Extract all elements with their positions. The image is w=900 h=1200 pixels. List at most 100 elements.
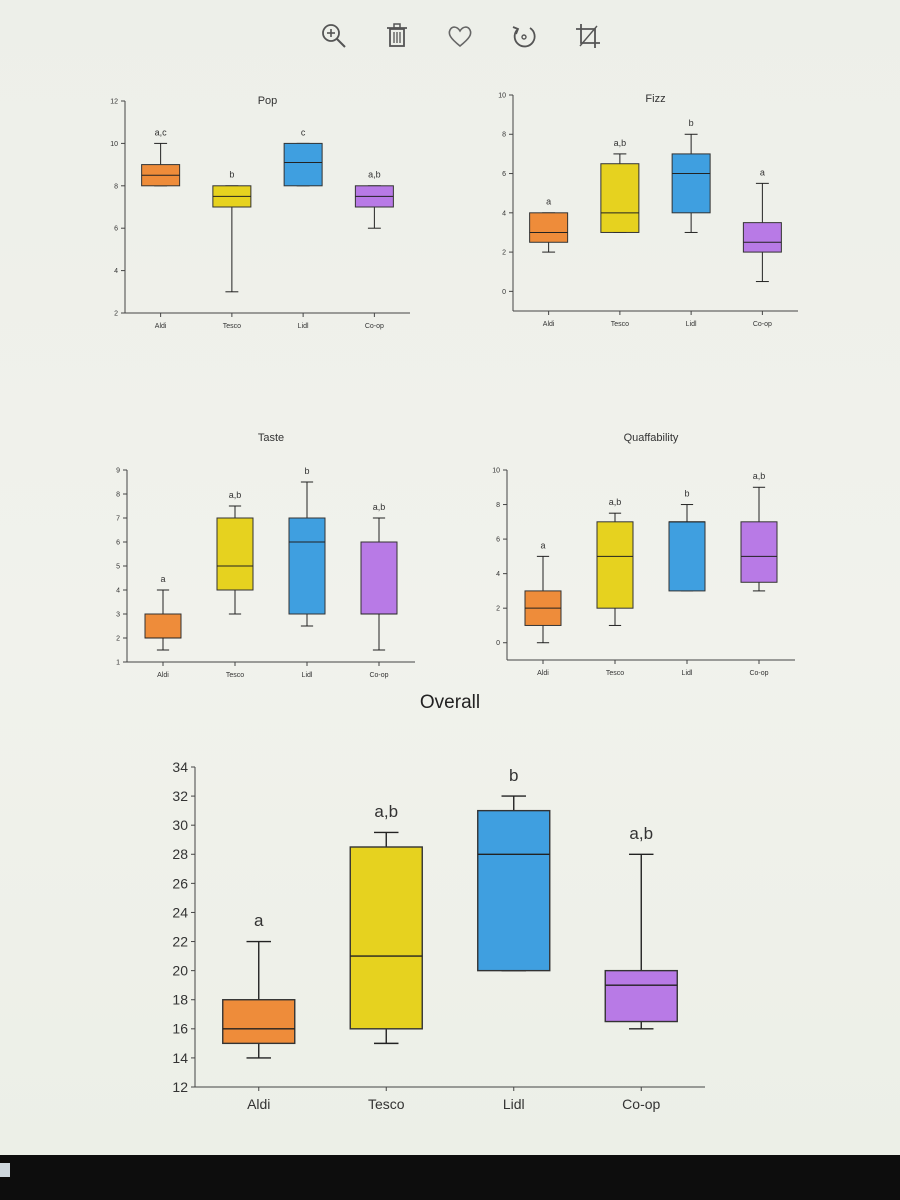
significance-label: a [540,540,545,550]
y-tick-label: 4 [114,268,118,275]
x-tick-label: Co-op [365,323,384,330]
box-aldi [222,999,296,1045]
y-tick-label: 5 [116,563,120,570]
y-tick-label: 22 [172,933,188,949]
significance-label: b [304,466,309,476]
y-tick-label: 14 [172,1050,188,1066]
x-tick-label: Lidl [302,672,313,679]
y-tick-label: 4 [116,587,120,594]
overall-chart-title: Overall [419,692,481,713]
significance-label: c [301,127,306,137]
y-tick-label: 28 [172,846,188,862]
box-tesco [596,521,634,609]
x-tick-label: Aldi [537,670,549,677]
x-tick-label: Tesco [606,670,624,677]
x-tick-label: Tesco [611,321,629,328]
x-tick-label: Co-op [753,321,772,328]
y-tick-label: 2 [496,606,500,613]
x-tick-label: Tesco [223,323,241,330]
significance-label: a,b [368,170,381,180]
heart-icon[interactable] [444,20,476,52]
significance-label: a,b [373,502,386,512]
box-co-op [604,969,678,1023]
y-tick-label: 30 [172,817,188,833]
y-tick-label: 8 [116,491,120,498]
x-tick-label: Lidl [503,1096,525,1112]
significance-label: a [160,574,165,584]
box-aldi [529,212,569,243]
x-tick-label: Aldi [155,323,167,330]
x-tick-label: Lidl [682,670,693,677]
y-tick-label: 0 [502,289,506,296]
x-tick-label: Tesco [226,672,244,679]
rotate-icon[interactable] [508,20,540,52]
significance-label: b [684,488,689,498]
app-icon[interactable] [0,1163,10,1177]
box-lidl [477,809,551,972]
significance-label: a,b [753,471,766,481]
y-tick-label: 10 [498,92,506,99]
significance-label: a,b [229,490,242,500]
box-lidl [668,521,706,592]
y-tick-label: 8 [496,502,500,509]
x-tick-label: Lidl [298,323,309,330]
box-lidl [671,153,711,214]
x-tick-label: Co-op [369,672,388,679]
photo-viewer-toolbar [0,0,900,72]
significance-label: a [546,197,551,207]
box-tesco [349,846,423,1030]
significance-label: a,b [614,138,627,148]
y-tick-label: 34 [172,759,188,775]
significance-label: a,c [155,127,168,137]
y-tick-label: 24 [172,904,188,920]
y-tick-label: 7 [116,515,120,522]
significance-label: a,b [629,824,653,843]
crop-icon[interactable] [572,20,604,52]
quaffability-boxplot: Quaffability 0 2 4 6 8 10 Aldi a Tesco a,b Lidl b Co-… [492,432,795,677]
y-tick-label: 26 [172,875,188,891]
x-tick-label: Aldi [543,321,555,328]
x-tick-label: Lidl [686,321,697,328]
y-tick-label: 6 [116,539,120,546]
y-tick-label: 0 [496,640,500,647]
screen: Pop 2 4 6 8 10 12 Aldi a,c Tesco b Lidl c Co-op a,b Fi… [0,0,900,1155]
chart-title: Quaffability [624,432,679,444]
y-tick-label: 32 [172,788,188,804]
x-tick-label: Aldi [247,1096,270,1112]
y-tick-label: 2 [116,635,120,642]
significance-label: a,b [374,802,398,821]
box-co-op [740,521,778,583]
y-tick-label: 20 [172,963,188,979]
significance-label: b [229,170,234,180]
y-tick-label: 3 [116,611,120,618]
significance-label: a [254,911,264,930]
zoom-in-icon[interactable] [318,20,350,52]
y-tick-label: 12 [172,1079,188,1095]
y-tick-label: 16 [172,1021,188,1037]
significance-label: b [509,766,518,785]
x-tick-label: Co-op [622,1096,660,1112]
chart-title: Taste [258,432,284,444]
x-tick-label: Co-op [749,670,768,677]
chart-title: Pop [258,95,278,107]
taste-boxplot: Taste 1 2 3 4 5 6 7 8 9 Aldi a Tesco a,b Lidl b Co-op a,b [116,432,415,679]
taskbar [0,1155,900,1200]
chart-title: Fizz [645,93,665,105]
pop-boxplot: Pop 2 4 6 8 10 12 Aldi a,c Tesco b Lidl c Co-op a,b [110,95,410,330]
y-tick-label: 6 [502,171,506,178]
y-tick-label: 10 [492,467,500,474]
overall-boxplot: 12 14 16 18 20 22 24 26 28 30 32 34 Aldi a Tesco a,b Lid… [172,759,705,1112]
y-tick-label: 8 [502,132,506,139]
significance-label: a [760,167,765,177]
box-aldi [144,613,182,639]
trash-icon[interactable] [381,20,413,52]
y-tick-label: 1 [116,659,120,666]
y-tick-label: 18 [172,992,188,1008]
y-tick-label: 4 [496,571,500,578]
y-tick-label: 10 [110,141,118,148]
box-co-op [360,541,398,615]
fizz-boxplot: Fizz 0 2 4 6 8 10 Aldi a Tesco a,b Lidl b Co-op a [498,92,798,328]
y-tick-label: 9 [116,467,120,474]
y-tick-label: 4 [502,210,506,217]
x-tick-label: Aldi [157,672,169,679]
